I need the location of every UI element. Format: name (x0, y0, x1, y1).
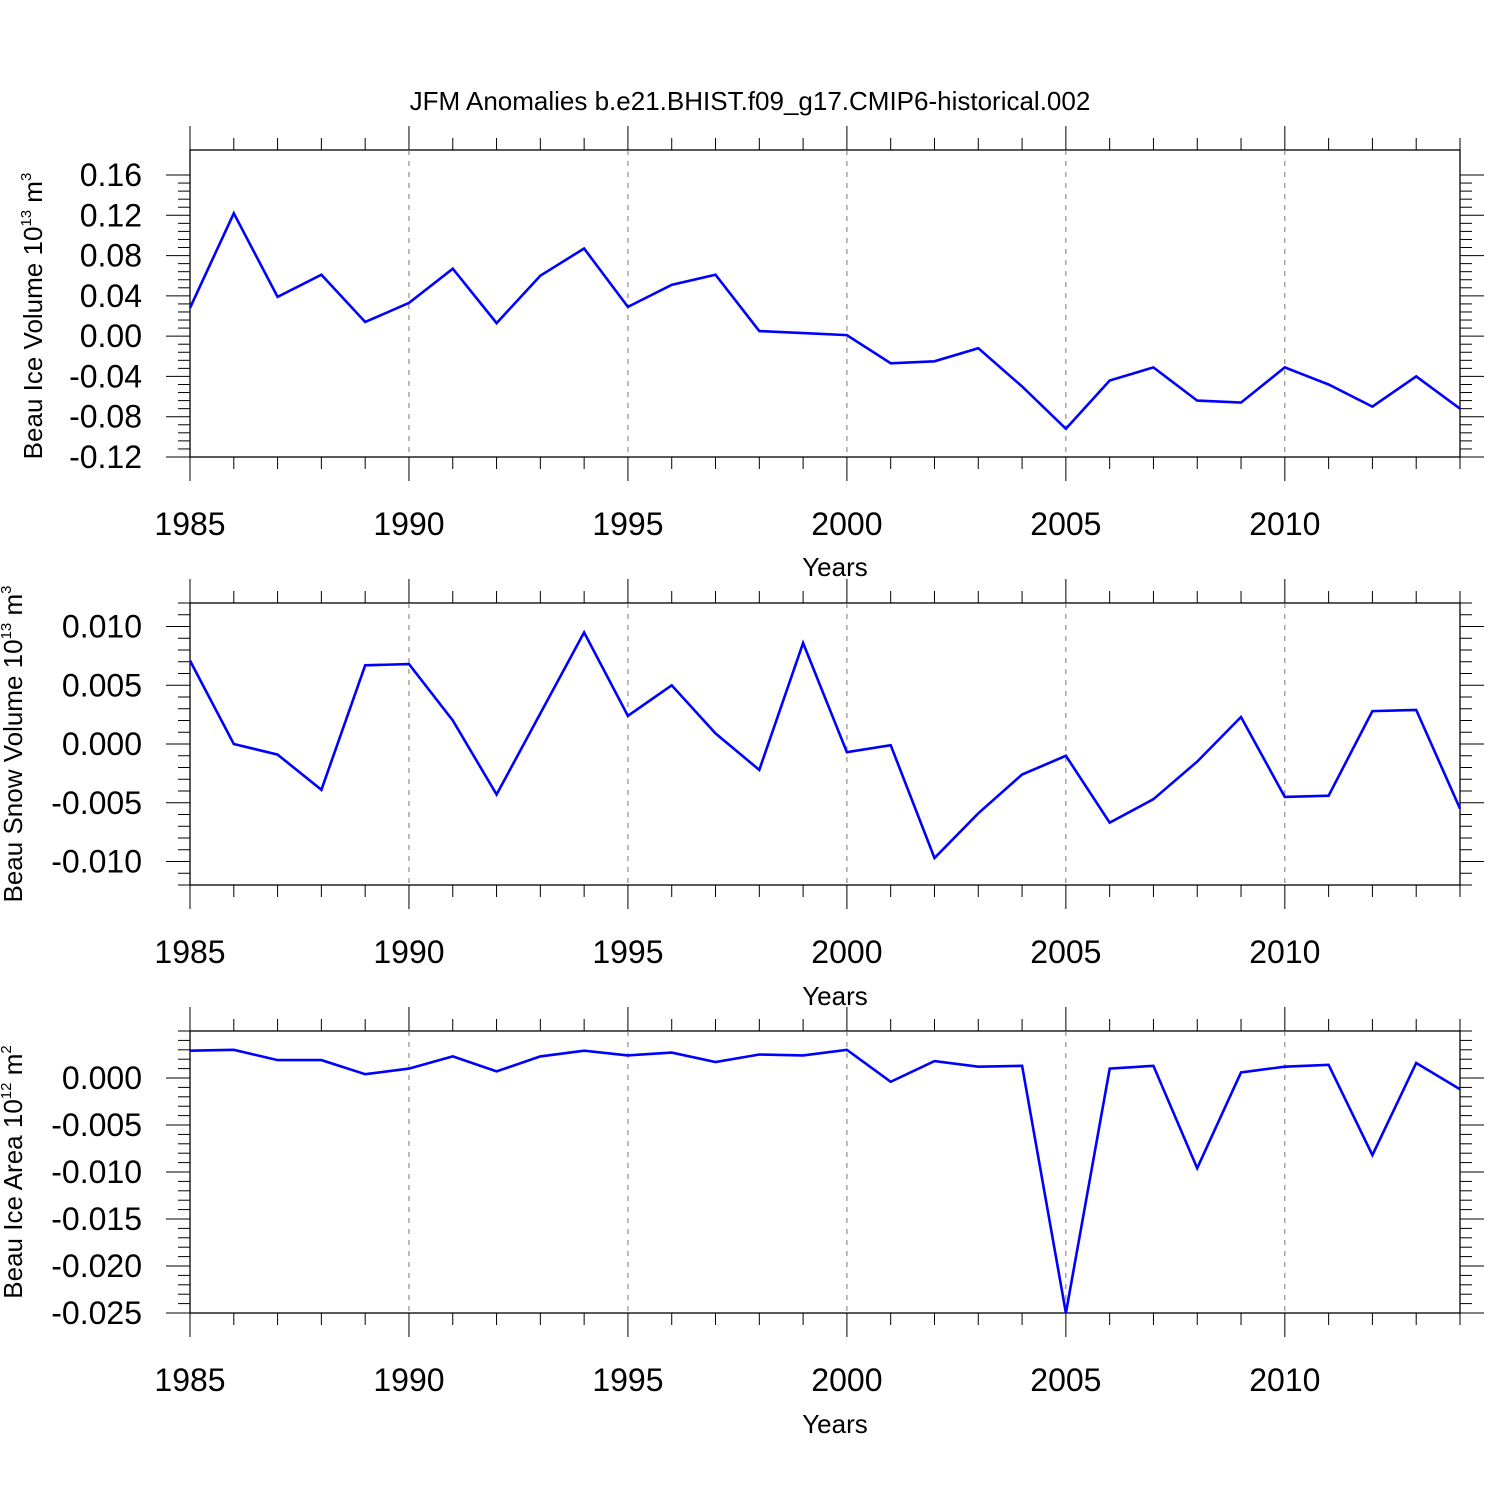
plot-frame (189, 149, 1461, 458)
y-axis-label-unit-exponent: 2 (0, 1045, 15, 1053)
y-tick-label: -0.005 (51, 785, 142, 821)
y-tick-label: -0.010 (51, 844, 142, 880)
y-axis-label-text: Beau Snow Volume 10 (0, 639, 28, 902)
y-axis-label-unit: m (0, 1054, 28, 1083)
y-axis-label-exponent: 12 (0, 1083, 15, 1100)
series-line (188, 629, 1462, 861)
y-tick-label: 0.16 (80, 157, 142, 193)
x-tick-label: 1985 (154, 506, 225, 542)
x-tick-label: 1985 (154, 934, 225, 970)
y-axis-label-exponent: 13 (0, 623, 15, 640)
y-tick-label: -0.04 (69, 358, 142, 394)
plot-frame (189, 602, 1461, 886)
x-tick-label: 1995 (592, 506, 663, 542)
panel-1: -0.12 -0.08 -0.04 0.00 0.04 0.08 0.12 0.16 1985 1… (18, 126, 1484, 582)
x-tick-label: 1990 (373, 934, 444, 970)
series-line (188, 210, 1461, 431)
y-axis-label-unit-exponent: 3 (18, 173, 35, 181)
y-tick-label: 0.12 (80, 197, 142, 233)
x-tick-label: 2005 (1030, 1362, 1101, 1398)
y-tick-label: -0.08 (69, 399, 142, 435)
x-tick-label: 2010 (1249, 506, 1320, 542)
x-axis-label: Years (802, 552, 868, 582)
panel-2: -0.010 -0.005 0.000 0.005 0.010 1985 1990 1995 2… (0, 579, 1484, 1011)
y-tick-label: -0.010 (51, 1154, 142, 1190)
y-tick-label: 0.000 (62, 1060, 142, 1096)
x-tick-label: 2005 (1030, 506, 1101, 542)
y-tick-label: 0.00 (80, 318, 142, 354)
y-tick-label: 0.005 (62, 667, 142, 703)
x-axis-label: Years (802, 1409, 868, 1439)
y-tick-label: 0.08 (80, 238, 142, 274)
series-line (189, 1048, 1461, 1314)
x-tick-label: 1990 (373, 1362, 444, 1398)
y-tick-label: 0.000 (62, 726, 142, 762)
panel-3: -0.025 -0.020 -0.015 -0.010 -0.005 0.000 1985 1… (0, 1007, 1484, 1439)
y-tick-label: -0.12 (69, 439, 142, 475)
y-tick-label: 0.04 (80, 278, 142, 314)
x-tick-label: 2000 (811, 1362, 882, 1398)
y-axis-label-exponent: 13 (18, 210, 35, 227)
y-axis-label: Beau Snow Volume 1013 m3 (0, 586, 28, 903)
y-tick-label: -0.005 (51, 1107, 142, 1143)
y-tick-label: -0.020 (51, 1248, 142, 1284)
y-axis-label-unit: m (0, 594, 28, 623)
y-axis-label-text: Beau Ice Area 10 (0, 1099, 28, 1298)
y-axis-label-unit-exponent: 3 (0, 586, 15, 594)
y-axis-label: Beau Ice Area 1012 m2 (0, 1045, 28, 1298)
chart-title: JFM Anomalies b.e21.BHIST.f09_g17.CMIP6-… (410, 86, 1091, 116)
x-tick-label: 1995 (592, 934, 663, 970)
x-tick-label: 2005 (1030, 934, 1101, 970)
x-tick-label: 2010 (1249, 934, 1320, 970)
y-axis-label: Beau Ice Volume 1013 m3 (18, 173, 48, 460)
y-tick-label: -0.015 (51, 1201, 142, 1237)
x-tick-label: 2000 (811, 934, 882, 970)
x-axis-label: Years (802, 981, 868, 1011)
x-tick-label: 1990 (373, 506, 444, 542)
y-axis-label-unit: m (18, 181, 48, 210)
x-tick-label: 2000 (811, 506, 882, 542)
y-tick-label: 0.010 (62, 609, 142, 645)
x-tick-label: 1995 (592, 1362, 663, 1398)
x-tick-label: 2010 (1249, 1362, 1320, 1398)
x-tick-label: 1985 (154, 1362, 225, 1398)
y-tick-label: -0.025 (51, 1295, 142, 1331)
y-axis-label-text: Beau Ice Volume 10 (18, 227, 48, 460)
